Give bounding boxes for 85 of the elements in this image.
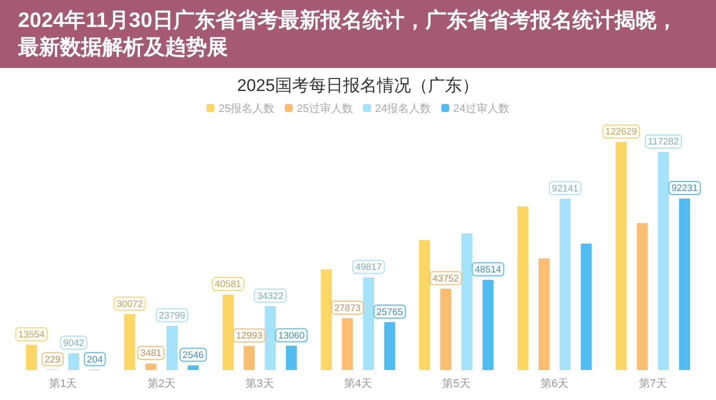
bar	[188, 365, 199, 370]
bar	[461, 233, 472, 370]
data-label: 12993	[236, 330, 262, 342]
bar	[166, 326, 178, 370]
bar	[636, 223, 648, 370]
data-label: 40581	[212, 277, 244, 292]
legend-label: 24报名人数	[375, 103, 432, 115]
data-label: 3481	[140, 348, 162, 360]
bar	[342, 318, 353, 370]
bar	[286, 346, 297, 370]
bar	[679, 198, 690, 370]
data-label: 229	[44, 354, 61, 366]
data-label: 117282	[648, 136, 679, 148]
data-label: 34322	[257, 290, 284, 302]
data-label: 23799	[158, 310, 186, 322]
bar	[124, 314, 136, 370]
data-label: 13554	[15, 327, 48, 342]
data-label: 9042	[60, 336, 88, 350]
bar	[482, 280, 494, 370]
bar	[384, 322, 396, 370]
data-label: 2546	[182, 350, 204, 361]
data-label: 25765	[373, 304, 406, 319]
bar	[320, 269, 332, 370]
bar	[145, 364, 156, 370]
data-label: 2546	[180, 348, 207, 362]
bar	[560, 198, 571, 370]
data-label: 30072	[114, 296, 146, 311]
bar	[363, 277, 374, 370]
legend-label: 25报名人数	[218, 103, 275, 115]
legend-item: 24过审人数	[441, 103, 510, 115]
bar	[658, 152, 669, 370]
bar	[517, 206, 528, 370]
data-label: 3481	[137, 346, 164, 360]
data-label: 204	[84, 352, 106, 366]
bar	[580, 244, 592, 370]
bar	[222, 294, 234, 370]
data-label: 49817	[352, 260, 385, 274]
data-label: 43752	[430, 271, 462, 286]
legend-label: 24过审人数	[453, 102, 510, 115]
legend-item: 25过审人数	[284, 103, 353, 115]
data-label: 92141	[552, 183, 578, 194]
data-label: 27873	[331, 300, 364, 315]
x-tick-label: 第4天	[344, 378, 372, 390]
data-label: 34322	[254, 288, 286, 303]
data-label: 92231	[668, 181, 701, 196]
chart-title: 2025国考每日报名情况（广东）	[237, 76, 479, 95]
bar	[264, 306, 276, 370]
legend-item: 25报名人数	[206, 103, 275, 115]
data-label: 23799	[156, 308, 188, 322]
legend-item: 24报名人数	[363, 103, 432, 115]
data-label: 49817	[355, 262, 382, 274]
bar	[440, 288, 452, 370]
data-label: 30072	[116, 298, 143, 310]
bar	[616, 142, 627, 370]
x-tick-label: 第5天	[442, 378, 470, 390]
bar	[244, 346, 255, 370]
data-label: 92231	[671, 183, 698, 194]
bar	[26, 344, 37, 370]
data-label: 13060	[278, 330, 305, 342]
data-label: 122629	[605, 126, 638, 138]
data-label: 9042	[63, 338, 84, 349]
x-tick-label: 第2天	[147, 378, 176, 390]
x-tick-label: 第1天	[49, 378, 78, 390]
data-label: 92141	[548, 181, 582, 196]
x-tick-label: 第6天	[540, 378, 569, 390]
data-label: 12993	[232, 328, 266, 342]
data-label: 48514	[472, 262, 504, 276]
data-label: 13060	[275, 328, 308, 342]
data-label: 117282	[644, 134, 682, 148]
bar	[538, 258, 550, 370]
data-label: 43752	[432, 273, 459, 284]
data-label: 27873	[334, 302, 361, 314]
data-label: 25765	[376, 306, 403, 318]
data-label: 13554	[18, 330, 45, 340]
bar	[68, 353, 80, 370]
bar	[419, 240, 430, 370]
data-label: 204	[86, 354, 103, 366]
data-label: 122629	[602, 124, 640, 138]
data-label: 229	[42, 352, 64, 366]
legend-label: 25过审人数	[296, 102, 353, 115]
x-tick-label: 第3天	[246, 378, 274, 390]
banner: 2024年11月30日广东省省考最新报名统计，广东省省考报名统计揭晓，最新数据解析及趋势展	[0, 0, 716, 68]
data-label: 48514	[474, 264, 502, 276]
x-tick-label: 第7天	[638, 378, 667, 390]
data-label: 40581	[214, 279, 242, 290]
